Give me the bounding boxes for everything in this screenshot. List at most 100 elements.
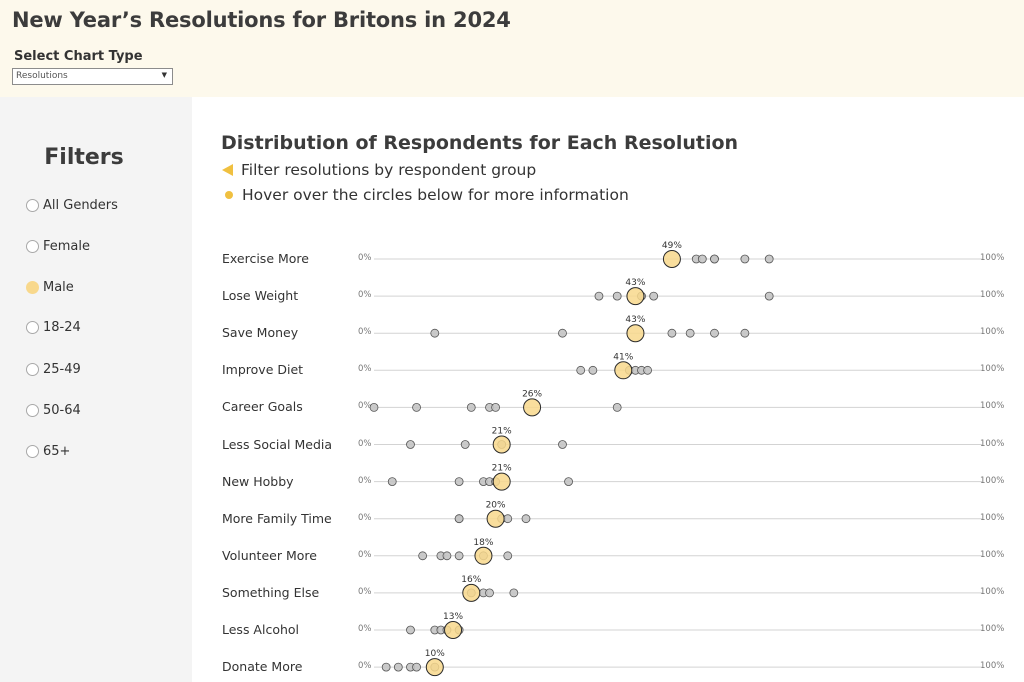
radio-icon[interactable] [26,362,39,376]
highlight-value-label: 41% [613,352,633,362]
group-dot[interactable] [460,440,470,449]
group-dot[interactable] [521,514,531,524]
group-dot[interactable] [387,477,397,487]
resolution-label: More Family Time [222,510,332,526]
highlight-dot[interactable] [492,472,511,491]
hint-filter: Filter resolutions by respondent group [222,161,536,179]
group-dot[interactable] [418,551,428,561]
group-dot[interactable] [491,402,501,412]
group-dot[interactable] [740,328,750,338]
axis-max-label: 100% [980,253,1005,263]
resolution-row: Volunteer More 0% 100% [0,548,1024,568]
filter-all-genders[interactable]: All Genders [26,195,118,215]
axis-max-label: 100% [980,512,1005,523]
resolution-row: Career Goals 0% 100% [0,399,1024,419]
filter-25-49[interactable]: 25-49 [26,359,81,379]
group-dot[interactable] [442,551,452,561]
filter-50-64[interactable]: 50-64 [26,400,81,420]
resolution-label: Less Social Media [222,436,333,452]
resolution-label: Something Else [222,584,320,600]
axis-min-label: 0% [358,364,372,375]
highlight-dot[interactable] [425,658,444,677]
highlight-dot[interactable] [444,621,463,639]
filter-65-[interactable]: 65+ [26,441,70,461]
group-dot[interactable] [764,254,774,264]
highlight-dot[interactable] [486,509,505,528]
resolution-label: New Hobby [222,473,294,489]
highlight-value-label: 16% [461,575,481,585]
radio-icon[interactable] [26,198,39,212]
group-dot[interactable] [406,625,415,635]
group-dot[interactable] [406,440,415,449]
group-dot[interactable] [594,291,604,301]
filter-male[interactable]: Male [26,277,74,297]
group-dot[interactable] [393,662,403,672]
resolution-label: Exercise More [222,251,309,266]
highlight-dot[interactable] [614,361,633,380]
group-dot[interactable] [588,365,598,375]
group-dot[interactable] [454,477,464,487]
radio-icon[interactable] [26,403,39,417]
hint-hover-text: Hover over the circles below for more in… [242,186,629,204]
highlight-dot[interactable] [626,324,645,343]
highlight-dot[interactable] [462,583,481,602]
group-dot[interactable] [381,662,391,672]
group-dot[interactable] [667,328,677,338]
group-dot[interactable] [643,365,652,375]
group-dot[interactable] [710,254,719,264]
highlight-value-label: 21% [492,464,512,474]
group-dot[interactable] [369,402,379,412]
resolution-label: Improve Diet [222,362,304,378]
highlight-value-label: 21% [492,427,512,437]
group-dot[interactable] [697,254,707,264]
radio-icon[interactable] [26,320,39,334]
group-dot[interactable] [466,402,476,412]
axis-max-label: 100% [980,549,1005,560]
axis-min-label: 0% [358,253,372,263]
group-dot[interactable] [740,254,750,264]
filter-female[interactable]: Female [26,236,90,256]
resolution-label: Career Goals [222,399,303,415]
chart-title: Distribution of Respondents for Each Res… [221,132,739,154]
app-title: New Year’s Resolutions for Britons in 20… [12,8,511,32]
filter-label: 18-24 [43,319,81,335]
group-dot[interactable] [485,588,494,598]
axis-min-label: 0% [358,327,372,338]
radio-icon[interactable] [26,239,39,253]
chevron-down-icon: ▼ [161,71,167,79]
group-dot[interactable] [412,402,421,412]
group-dot[interactable] [576,365,586,375]
group-dot[interactable] [454,551,464,561]
group-dot[interactable] [764,291,774,301]
highlight-dot[interactable] [626,287,645,306]
group-dot[interactable] [612,402,622,412]
resolution-label: Donate More [222,659,303,675]
group-dot[interactable] [503,514,513,524]
chart-type-select[interactable]: Resolutions ▼ [12,68,173,85]
axis-max-label: 100% [980,290,1005,301]
highlight-dot[interactable] [492,435,511,454]
resolution-row: Donate More 0% 100% [0,659,1024,679]
group-dot[interactable] [503,551,513,561]
group-dot[interactable] [685,328,695,338]
axis-min-label: 0% [358,438,372,449]
group-dot[interactable] [509,588,519,598]
group-dot[interactable] [454,514,464,524]
group-dot[interactable] [412,662,421,672]
filter-18-24[interactable]: 18-24 [26,317,81,337]
radio-icon[interactable] [26,280,39,294]
filters-sidebar: Filters All Genders Female Male 18-24 25-49 5… [0,97,192,682]
group-dot[interactable] [558,440,567,449]
axis-min-label: 0% [358,290,372,301]
highlight-dot[interactable] [662,250,681,268]
axis-min-label: 0% [358,586,372,597]
radio-icon[interactable] [26,444,39,458]
group-dot[interactable] [612,291,622,301]
highlight-dot[interactable] [474,546,493,565]
group-dot[interactable] [710,328,719,338]
group-dot[interactable] [564,477,573,487]
group-dot[interactable] [649,291,659,301]
group-dot[interactable] [430,328,440,338]
group-dot[interactable] [558,328,567,338]
highlight-dot[interactable] [523,398,542,417]
